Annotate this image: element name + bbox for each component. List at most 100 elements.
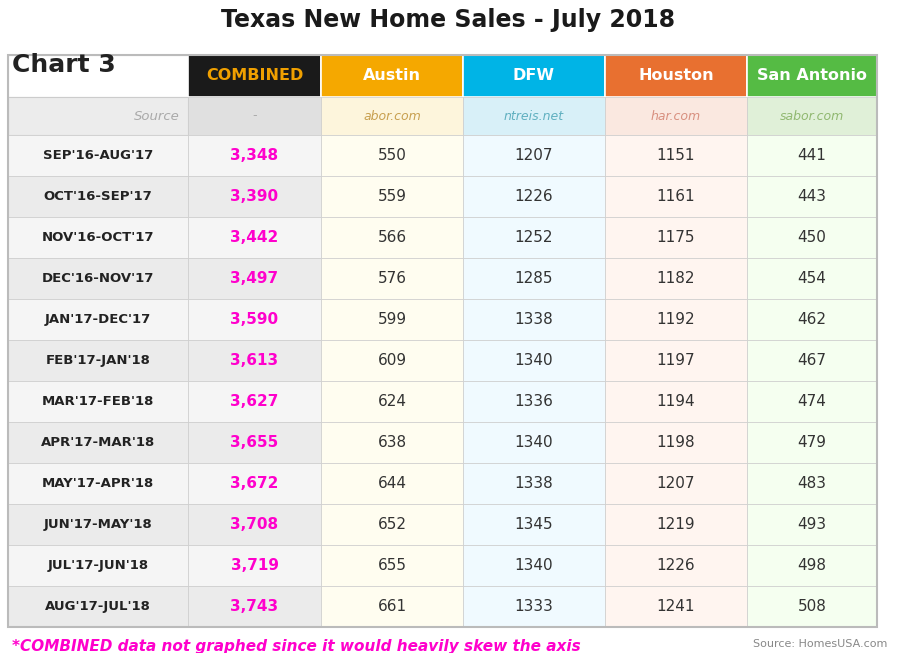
Bar bbox=[605, 258, 747, 299]
Bar bbox=[8, 299, 188, 340]
Text: Texas New Home Sales - July 2018: Texas New Home Sales - July 2018 bbox=[222, 8, 675, 32]
Text: 1151: 1151 bbox=[657, 148, 695, 163]
Bar bbox=[8, 586, 188, 627]
Text: 3,743: 3,743 bbox=[231, 599, 279, 614]
Bar bbox=[463, 97, 605, 135]
Text: San Antonio: San Antonio bbox=[757, 69, 867, 84]
Bar bbox=[8, 340, 188, 381]
Text: 1340: 1340 bbox=[515, 353, 553, 368]
Text: 498: 498 bbox=[797, 558, 826, 573]
Text: 655: 655 bbox=[378, 558, 406, 573]
Bar bbox=[321, 463, 463, 504]
Text: 3,672: 3,672 bbox=[231, 476, 279, 491]
Bar bbox=[747, 217, 877, 258]
Text: 559: 559 bbox=[378, 189, 406, 204]
Bar bbox=[463, 176, 605, 217]
Text: JUL'17-JUN'18: JUL'17-JUN'18 bbox=[48, 559, 149, 572]
Text: har.com: har.com bbox=[651, 110, 701, 123]
Text: 493: 493 bbox=[797, 517, 826, 532]
Bar bbox=[188, 258, 321, 299]
Bar bbox=[321, 504, 463, 545]
Text: JUN'17-MAY'18: JUN'17-MAY'18 bbox=[44, 518, 152, 531]
Bar bbox=[747, 55, 877, 97]
Bar bbox=[605, 135, 747, 176]
Text: 3,348: 3,348 bbox=[231, 148, 279, 163]
Text: 3,590: 3,590 bbox=[231, 312, 279, 327]
Bar bbox=[8, 463, 188, 504]
Bar bbox=[188, 463, 321, 504]
Text: 483: 483 bbox=[797, 476, 826, 491]
Text: 3,497: 3,497 bbox=[231, 271, 279, 286]
Bar bbox=[8, 176, 188, 217]
Bar bbox=[463, 586, 605, 627]
Text: 1340: 1340 bbox=[515, 558, 553, 573]
Text: SEP'16-AUG'17: SEP'16-AUG'17 bbox=[43, 149, 153, 162]
Text: 508: 508 bbox=[797, 599, 826, 614]
Bar bbox=[188, 340, 321, 381]
Text: 609: 609 bbox=[378, 353, 406, 368]
Text: DFW: DFW bbox=[513, 69, 555, 84]
Bar bbox=[188, 55, 321, 97]
Text: FEB'17-JAN'18: FEB'17-JAN'18 bbox=[46, 354, 151, 367]
Bar bbox=[8, 135, 188, 176]
Text: 462: 462 bbox=[797, 312, 826, 327]
Text: 1192: 1192 bbox=[657, 312, 695, 327]
Bar bbox=[321, 176, 463, 217]
Text: JAN'17-DEC'17: JAN'17-DEC'17 bbox=[45, 313, 151, 326]
Text: APR'17-MAR'18: APR'17-MAR'18 bbox=[41, 436, 155, 449]
Text: Source: HomesUSA.com: Source: HomesUSA.com bbox=[753, 639, 887, 649]
Text: 1226: 1226 bbox=[515, 189, 553, 204]
Bar bbox=[321, 258, 463, 299]
Text: Source: Source bbox=[135, 110, 180, 123]
Text: NOV'16-OCT'17: NOV'16-OCT'17 bbox=[42, 231, 154, 244]
Text: Houston: Houston bbox=[638, 69, 714, 84]
Text: 644: 644 bbox=[378, 476, 406, 491]
Text: MAY'17-APR'18: MAY'17-APR'18 bbox=[42, 477, 154, 490]
Bar bbox=[463, 381, 605, 422]
Bar bbox=[188, 586, 321, 627]
Bar bbox=[321, 586, 463, 627]
Bar bbox=[8, 381, 188, 422]
Text: 454: 454 bbox=[797, 271, 826, 286]
Bar bbox=[605, 586, 747, 627]
Text: 3,655: 3,655 bbox=[231, 435, 279, 450]
Text: 1219: 1219 bbox=[657, 517, 695, 532]
Text: 3,627: 3,627 bbox=[231, 394, 279, 409]
Bar bbox=[463, 258, 605, 299]
Text: 479: 479 bbox=[797, 435, 826, 450]
Bar bbox=[188, 97, 321, 135]
Bar bbox=[747, 299, 877, 340]
Bar bbox=[605, 504, 747, 545]
Text: 441: 441 bbox=[797, 148, 826, 163]
Bar bbox=[8, 97, 188, 135]
Bar bbox=[747, 176, 877, 217]
Bar bbox=[605, 176, 747, 217]
Text: -: - bbox=[252, 110, 257, 123]
Text: DEC'16-NOV'17: DEC'16-NOV'17 bbox=[42, 272, 154, 285]
Text: 3,719: 3,719 bbox=[231, 558, 278, 573]
Bar bbox=[747, 135, 877, 176]
Text: 652: 652 bbox=[378, 517, 406, 532]
Text: 1252: 1252 bbox=[515, 230, 553, 245]
Bar bbox=[321, 422, 463, 463]
Text: 1336: 1336 bbox=[515, 394, 553, 409]
Text: 467: 467 bbox=[797, 353, 826, 368]
Bar bbox=[463, 545, 605, 586]
Bar bbox=[747, 340, 877, 381]
Text: Austin: Austin bbox=[363, 69, 421, 84]
Text: 576: 576 bbox=[378, 271, 406, 286]
Text: 1241: 1241 bbox=[657, 599, 695, 614]
Bar bbox=[321, 381, 463, 422]
Bar bbox=[747, 381, 877, 422]
Bar bbox=[747, 463, 877, 504]
Bar bbox=[188, 545, 321, 586]
Bar bbox=[321, 97, 463, 135]
Text: 1226: 1226 bbox=[657, 558, 695, 573]
Bar bbox=[463, 340, 605, 381]
Bar bbox=[605, 217, 747, 258]
Bar bbox=[605, 55, 747, 97]
Bar bbox=[463, 422, 605, 463]
Text: 1333: 1333 bbox=[515, 599, 553, 614]
Text: 1285: 1285 bbox=[515, 271, 553, 286]
Bar bbox=[463, 299, 605, 340]
